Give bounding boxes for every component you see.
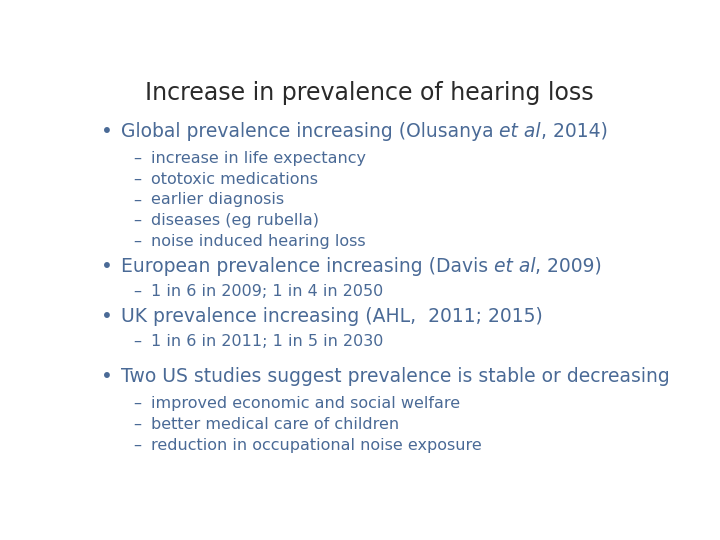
Text: Increase in prevalence of hearing loss: Increase in prevalence of hearing loss [145,82,593,105]
Text: –: – [133,334,141,349]
Text: et al: et al [494,257,536,276]
Text: Two US studies suggest prevalence is stable or decreasing: Two US studies suggest prevalence is sta… [121,367,670,386]
Text: –: – [133,172,141,187]
Text: European prevalence increasing (Davis: European prevalence increasing (Davis [121,257,494,276]
Text: Global prevalence increasing (Olusanya: Global prevalence increasing (Olusanya [121,122,499,141]
Text: –: – [133,151,141,166]
Text: –: – [133,213,141,228]
Text: –: – [133,192,141,207]
Text: •: • [101,257,112,276]
Text: –: – [133,396,141,411]
Text: diseases (eg rubella): diseases (eg rubella) [151,213,320,228]
Text: •: • [101,367,112,386]
Text: increase in life expectancy: increase in life expectancy [151,151,366,166]
Text: ototoxic medications: ototoxic medications [151,172,318,187]
Text: –: – [133,234,141,249]
Text: earlier diagnosis: earlier diagnosis [151,192,284,207]
Text: UK prevalence increasing (AHL,  2011; 2015): UK prevalence increasing (AHL, 2011; 201… [121,307,542,326]
Text: 1 in 6 in 2009; 1 in 4 in 2050: 1 in 6 in 2009; 1 in 4 in 2050 [151,284,384,299]
Text: –: – [133,284,141,299]
Text: better medical care of children: better medical care of children [151,417,400,432]
Text: –: – [133,417,141,432]
Text: reduction in occupational noise exposure: reduction in occupational noise exposure [151,438,482,453]
Text: •: • [101,122,112,141]
Text: –: – [133,438,141,453]
Text: 1 in 6 in 2011; 1 in 5 in 2030: 1 in 6 in 2011; 1 in 5 in 2030 [151,334,384,349]
Text: noise induced hearing loss: noise induced hearing loss [151,234,366,249]
Text: , 2009): , 2009) [536,257,602,276]
Text: et al: et al [499,122,541,141]
Text: improved economic and social welfare: improved economic and social welfare [151,396,461,411]
Text: , 2014): , 2014) [541,122,608,141]
Text: •: • [101,307,112,326]
